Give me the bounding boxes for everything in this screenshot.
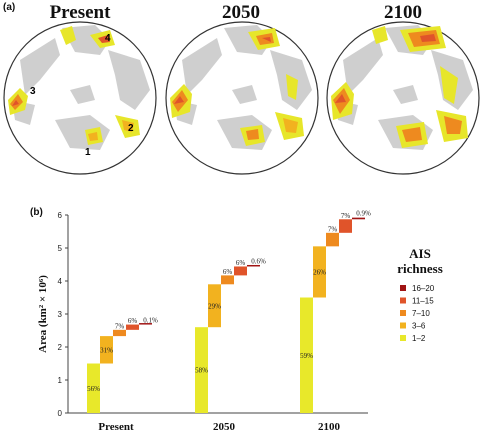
y-tick-label: 4: [58, 277, 63, 286]
bar-segment: [313, 246, 326, 298]
bar-segment: [139, 323, 152, 325]
bar-segment: [300, 297, 313, 413]
bar-segment: [195, 327, 208, 413]
data-label: 0.9%: [356, 210, 371, 218]
data-label: 7%: [115, 322, 125, 330]
y-axis-label: Area (km² × 10⁶): [37, 275, 49, 353]
category-label-2050: 2050: [213, 421, 236, 433]
category-label-present: Present: [98, 421, 134, 433]
bar-segment: [247, 264, 260, 267]
legend-item-label: 16–20: [412, 284, 435, 293]
region-label-1: 1: [85, 147, 91, 158]
data-label: 7%: [328, 225, 338, 233]
data-label: 6%: [223, 268, 233, 276]
polar-map-2050: [165, 21, 319, 175]
bar-segment: [126, 324, 139, 330]
bar-segment: [234, 266, 247, 276]
bar-segment: [352, 217, 365, 220]
legend-title-line-1: AIS: [409, 246, 431, 261]
category-label-2100: 2100: [318, 421, 341, 433]
data-label: 31%: [100, 346, 113, 354]
data-label: 6%: [236, 259, 246, 267]
region-label-2: 2: [128, 123, 134, 134]
data-label: 59%: [300, 352, 313, 360]
bar-segment: [221, 275, 234, 285]
data-label: 6%: [128, 317, 138, 325]
legend-item-label: 11–15: [412, 297, 434, 306]
data-label: 26%: [313, 268, 326, 276]
bar-segment: [100, 336, 113, 364]
data-label: 0.6%: [251, 257, 266, 265]
y-tick-label: 6: [58, 211, 63, 220]
y-tick-label: 0: [58, 409, 63, 418]
region-label-4: 4: [105, 33, 111, 44]
data-label: 29%: [208, 302, 221, 310]
legend-item-label: 7–10: [412, 309, 430, 318]
panel-a-label: (a): [3, 2, 16, 13]
region-label-3: 3: [30, 86, 36, 97]
map-title-2050: 2050: [222, 2, 260, 23]
legend-swatch: [400, 297, 406, 304]
panel-b-label: (b): [30, 207, 43, 218]
map-title-2100: 2100: [384, 2, 422, 23]
legend-swatch: [400, 322, 406, 329]
legend-item-label: 1–2: [412, 334, 426, 343]
y-tick-label: 1: [58, 376, 63, 385]
data-label: 56%: [87, 385, 100, 393]
legend-swatch: [400, 335, 406, 341]
legend-title-line-2: richness: [397, 261, 443, 276]
y-tick-label: 5: [58, 244, 63, 253]
y-tick-label: 2: [58, 343, 63, 352]
legend-item-label: 3–6: [412, 322, 426, 331]
data-label: 7%: [341, 212, 351, 220]
polar-map-present: [3, 21, 157, 175]
data-label: 0.1%: [143, 316, 158, 324]
bar-segment: [208, 284, 221, 328]
data-label: 58%: [195, 367, 208, 375]
map-title-present: Present: [49, 2, 111, 23]
bar-segment: [113, 329, 126, 337]
legend-swatch: [400, 310, 406, 316]
bar-segment: [339, 219, 352, 233]
y-tick-label: 3: [58, 310, 63, 319]
bar-segment: [87, 363, 100, 413]
polar-map-2100: [326, 21, 480, 175]
legend-swatch: [400, 285, 406, 291]
bar-segment: [326, 232, 339, 247]
